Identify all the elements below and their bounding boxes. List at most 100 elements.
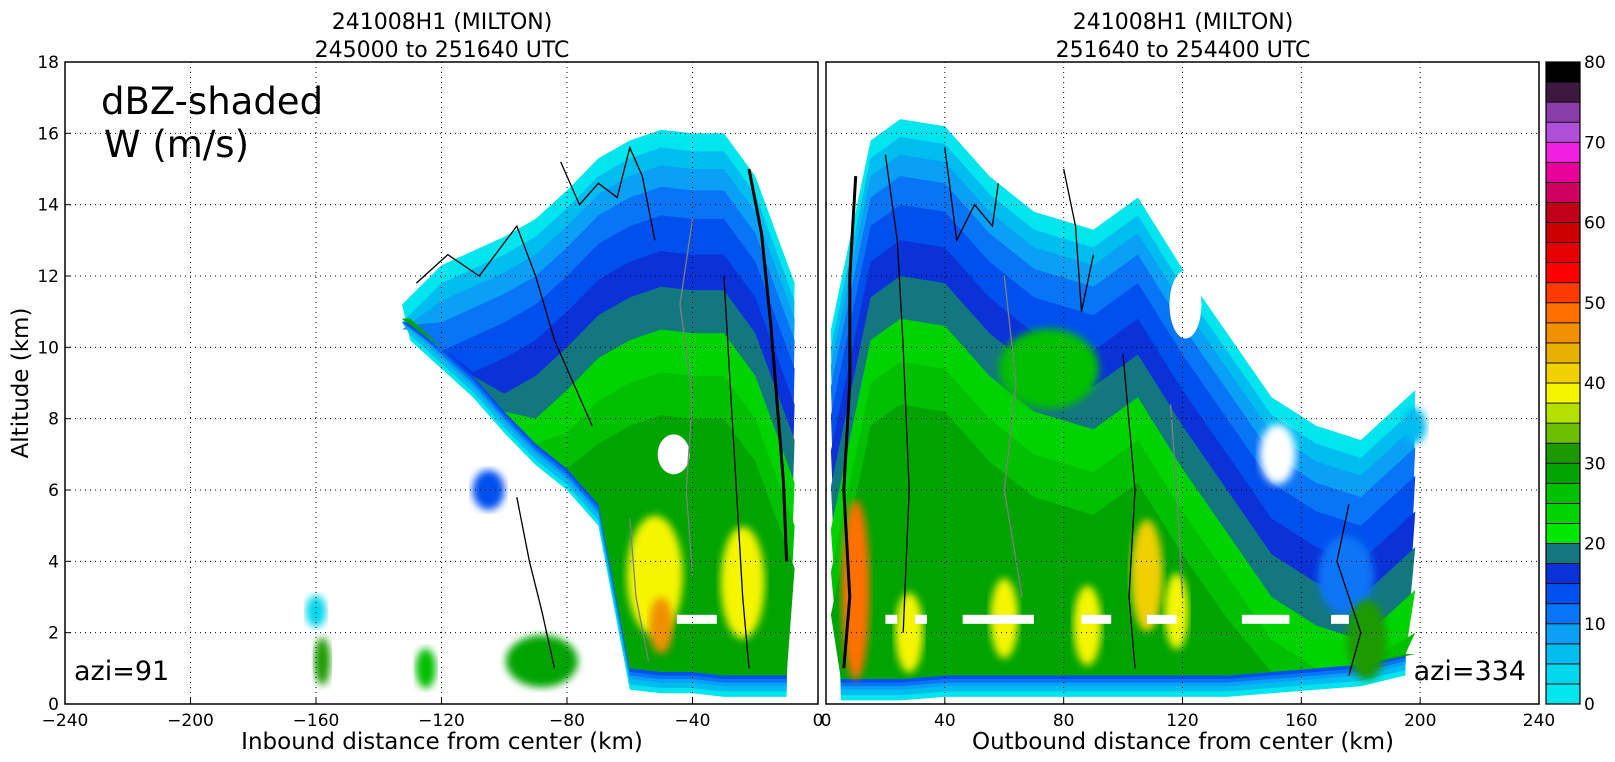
y-tick-label: 4 bbox=[48, 552, 59, 572]
data-gap-strip bbox=[1081, 614, 1112, 624]
reflectivity-core bbox=[1346, 599, 1387, 680]
reflectivity-core bbox=[841, 499, 870, 680]
x-tick-label: −240 bbox=[42, 711, 89, 731]
colorbar-swatch bbox=[1545, 81, 1581, 103]
data-gap-strip bbox=[1331, 614, 1349, 624]
colorbar-frame bbox=[1545, 61, 1581, 705]
colorbar-swatch bbox=[1545, 121, 1581, 143]
colorbar-swatch bbox=[1545, 422, 1581, 444]
data-gap-strip bbox=[962, 614, 1034, 624]
colorbar-swatch bbox=[1545, 663, 1581, 685]
right-title-line2: 251640 to 254400 UTC bbox=[1056, 38, 1311, 63]
colorbar-swatch bbox=[1545, 482, 1581, 504]
reflectivity-core bbox=[720, 526, 765, 639]
reflectivity-core bbox=[1164, 573, 1189, 650]
data-gap-strip bbox=[1146, 614, 1177, 624]
x-tick-label: 80 bbox=[1053, 711, 1075, 731]
x-tick-label: 0 bbox=[813, 711, 824, 731]
reflectivity-core bbox=[1259, 424, 1296, 485]
colorbar-swatch bbox=[1545, 342, 1581, 364]
y-tick-label: 0 bbox=[48, 695, 59, 715]
left-grid bbox=[65, 62, 818, 704]
y-tick-label: 16 bbox=[37, 124, 59, 144]
reflectivity-core bbox=[1402, 407, 1427, 444]
x-tick-label: −160 bbox=[293, 711, 340, 731]
colorbar-swatch bbox=[1545, 262, 1581, 284]
reflectivity-core bbox=[649, 597, 674, 654]
colorbar-swatch bbox=[1545, 643, 1581, 665]
colorbar-swatch bbox=[1545, 362, 1581, 384]
right-x-axis-label: Outbound distance from center (km) bbox=[972, 729, 1394, 755]
x-tick-label: −40 bbox=[675, 711, 711, 731]
colorbar-swatch bbox=[1545, 382, 1581, 404]
colorbar-swatch bbox=[1545, 202, 1581, 223]
data-gap-strip bbox=[885, 614, 898, 624]
colorbar-swatch bbox=[1545, 543, 1581, 564]
right-reflectivity-field bbox=[830, 119, 1427, 701]
y-tick-label: 14 bbox=[37, 196, 59, 216]
y-tick-label: 2 bbox=[48, 624, 59, 644]
left-x-axis-label: Inbound distance from center (km) bbox=[241, 729, 643, 755]
reflectivity-core bbox=[415, 648, 436, 689]
reflectivity-core bbox=[472, 470, 505, 510]
annotation-w-ms: W (m/s) bbox=[104, 123, 249, 166]
x-tick-label: −120 bbox=[418, 711, 465, 731]
reflectivity-core bbox=[1130, 519, 1163, 632]
reflectivity-core bbox=[1073, 585, 1102, 666]
colorbar-swatch bbox=[1545, 563, 1581, 585]
right-panel: 241008H1 (MILTON) 251640 to 254400 UTC 0… bbox=[821, 10, 1556, 755]
colorbar-swatch bbox=[1545, 161, 1581, 183]
reflectivity-core bbox=[895, 592, 924, 673]
reflectivity-core bbox=[998, 328, 1099, 409]
velocity-contour bbox=[629, 518, 650, 662]
colorbar-swatch bbox=[1545, 222, 1581, 243]
velocity-contour bbox=[884, 154, 910, 633]
colorbar-swatch bbox=[1545, 141, 1581, 163]
colorbar-swatch bbox=[1545, 462, 1581, 484]
colorbar-tick-label: 30 bbox=[1584, 454, 1606, 474]
colorbar-swatch bbox=[1545, 623, 1581, 645]
left-azimuth-label: azi=91 bbox=[74, 656, 169, 687]
x-tick-label: −200 bbox=[167, 711, 214, 731]
colorbar-swatch bbox=[1545, 523, 1581, 544]
colorbar-swatch bbox=[1545, 181, 1581, 203]
left-reflectivity-field bbox=[306, 129, 795, 697]
colorbar-swatch bbox=[1545, 502, 1581, 524]
left-title-line2: 245000 to 251640 UTC bbox=[315, 38, 570, 63]
reflectivity-core bbox=[314, 637, 331, 686]
right-grid bbox=[826, 62, 1539, 704]
velocity-contour bbox=[723, 275, 750, 669]
y-tick-label: 18 bbox=[37, 53, 59, 73]
colorbar-tick-label: 80 bbox=[1584, 53, 1606, 73]
x-tick-label: 200 bbox=[1404, 711, 1436, 731]
data-gap-strip bbox=[1241, 614, 1290, 624]
colorbar-swatch bbox=[1545, 683, 1581, 705]
y-tick-label: 10 bbox=[37, 338, 59, 358]
x-tick-label: 160 bbox=[1285, 711, 1317, 731]
data-gap-strip bbox=[915, 614, 928, 624]
colorbar-swatch bbox=[1545, 402, 1581, 424]
x-tick-label: 0 bbox=[821, 711, 832, 731]
right-x-ticks: 0 40 80 120 160 200 240 bbox=[821, 698, 1555, 731]
colorbar-tick-label: 40 bbox=[1584, 374, 1606, 394]
reflectivity-band bbox=[830, 404, 1416, 679]
colorbar-tick-label: 60 bbox=[1584, 214, 1606, 234]
y-tick-label: 12 bbox=[37, 267, 59, 287]
colorbar-tick-label: 0 bbox=[1584, 695, 1595, 715]
data-gap-strip bbox=[676, 614, 717, 624]
left-panel: 241008H1 (MILTON) 245000 to 251640 UTC −… bbox=[8, 10, 823, 755]
right-azimuth-label: azi=334 bbox=[1414, 656, 1526, 687]
colorbar-swatch bbox=[1545, 61, 1581, 83]
colorbar-tick-label: 20 bbox=[1584, 535, 1606, 555]
reflectivity-core bbox=[306, 595, 326, 628]
reflectivity-core bbox=[1317, 535, 1374, 616]
y-tick-label: 6 bbox=[48, 481, 59, 501]
x-tick-label: 120 bbox=[1166, 711, 1198, 731]
y-tick-label: 8 bbox=[48, 410, 59, 430]
colorbar-swatch bbox=[1545, 603, 1581, 625]
echo-gap bbox=[1169, 270, 1202, 339]
velocity-contour bbox=[747, 168, 789, 562]
left-velocity-contours bbox=[415, 145, 789, 669]
colorbar-swatch bbox=[1545, 322, 1581, 344]
